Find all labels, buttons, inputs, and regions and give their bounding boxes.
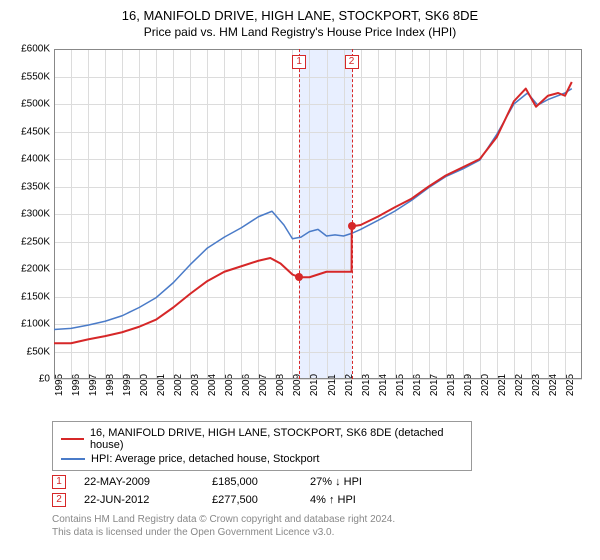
legend-row: 16, MANIFOLD DRIVE, HIGH LANE, STOCKPORT… — [61, 426, 463, 452]
chart-area: £0£50K£100K£150K£200K£250K£300K£350K£400… — [12, 45, 588, 415]
legend: 16, MANIFOLD DRIVE, HIGH LANE, STOCKPORT… — [52, 421, 472, 471]
series-price_paid — [54, 82, 572, 343]
event-price: £185,000 — [212, 476, 292, 488]
series-hpi — [54, 89, 572, 330]
event-row: 2 22-JUN-2012 £277,500 4% ↑ HPI — [52, 493, 588, 507]
event-id-box: 2 — [52, 493, 66, 507]
event-price: £277,500 — [212, 494, 292, 506]
event-delta: 27% ↓ HPI — [310, 476, 400, 488]
event-marker-dot — [348, 222, 356, 230]
event-table: 1 22-MAY-2009 £185,000 27% ↓ HPI 2 22-JUN-201… — [12, 475, 588, 507]
chart-title: 16, MANIFOLD DRIVE, HIGH LANE, STOCKPORT… — [12, 8, 588, 23]
event-marker-dot — [295, 273, 303, 281]
event-row: 1 22-MAY-2009 £185,000 27% ↓ HPI — [52, 475, 588, 489]
event-delta: 4% ↑ HPI — [310, 494, 400, 506]
footnote: Contains HM Land Registry data © Crown c… — [52, 513, 588, 539]
legend-label: 16, MANIFOLD DRIVE, HIGH LANE, STOCKPORT… — [90, 427, 463, 451]
series-svg — [12, 45, 588, 415]
legend-swatch — [61, 458, 85, 460]
footnote-line-2: This data is licensed under the Open Gov… — [52, 527, 334, 538]
legend-row: HPI: Average price, detached house, Stoc… — [61, 452, 463, 466]
chart-subtitle: Price paid vs. HM Land Registry's House … — [12, 25, 588, 39]
legend-swatch — [61, 438, 84, 440]
event-id-box: 1 — [52, 475, 66, 489]
legend-label: HPI: Average price, detached house, Stoc… — [91, 453, 320, 465]
chart-container: 16, MANIFOLD DRIVE, HIGH LANE, STOCKPORT… — [0, 0, 600, 545]
event-date: 22-MAY-2009 — [84, 476, 194, 488]
event-date: 22-JUN-2012 — [84, 494, 194, 506]
footnote-line-1: Contains HM Land Registry data © Crown c… — [52, 514, 395, 525]
